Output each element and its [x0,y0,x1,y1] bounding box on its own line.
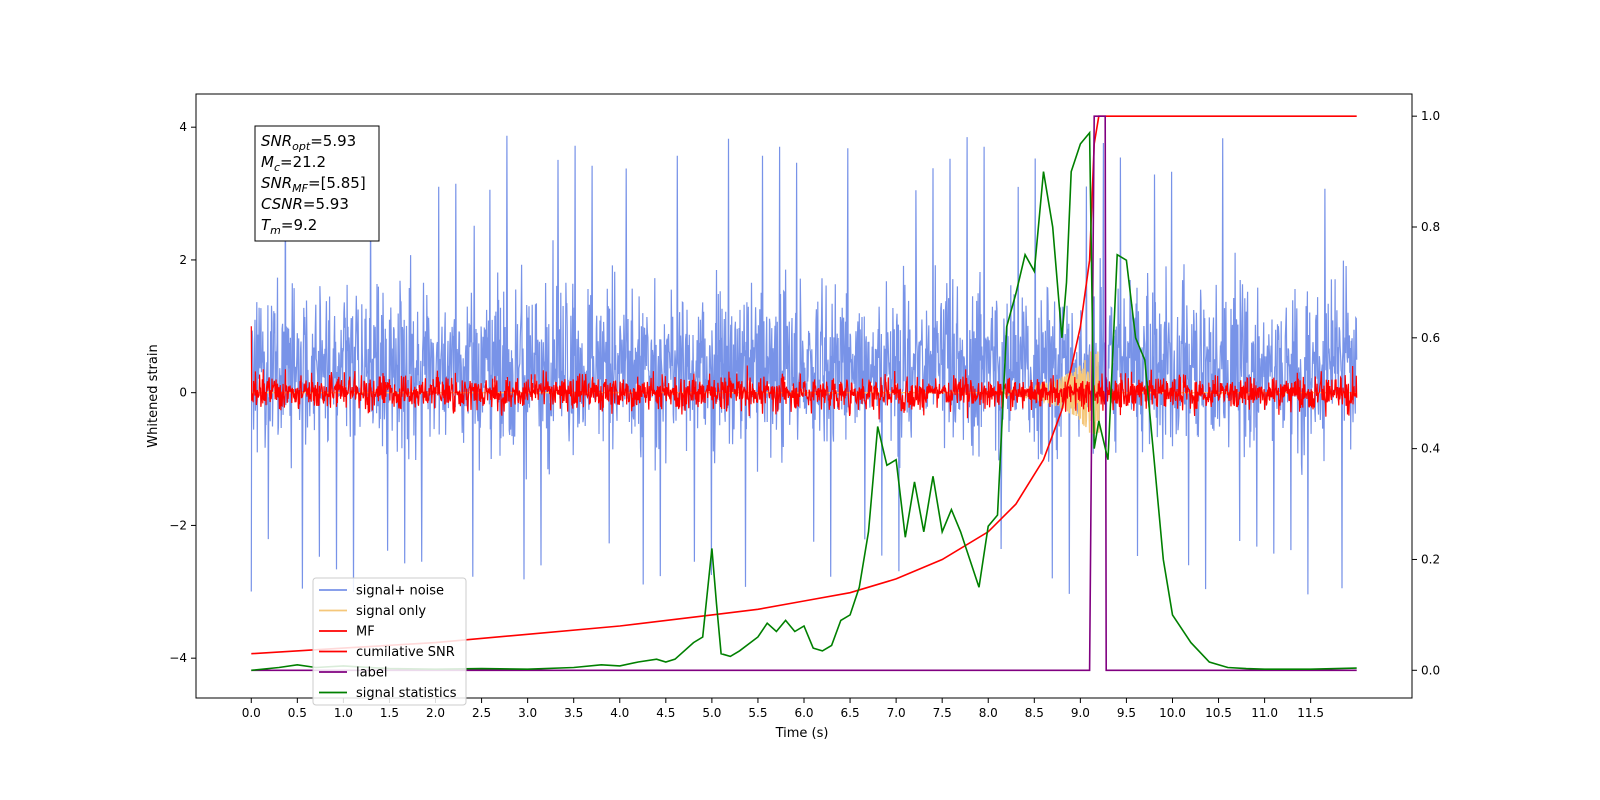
y2-tick-label: 0.4 [1421,442,1440,456]
series-signal-noise-line [250,135,1358,595]
x-tick-label: 11.0 [1251,706,1278,720]
y-tick-label: 4 [179,120,187,134]
x-tick-label: 2.5 [472,706,491,720]
series-label-line [251,115,1357,672]
x-tick-label: 3.5 [564,706,583,720]
y2-tick-label: 0.2 [1421,552,1440,566]
x-tick-label: 9.5 [1117,706,1136,720]
x-tick-label: 1.5 [380,706,399,720]
x-tick-label: 8.5 [1025,706,1044,720]
y2-tick-label: 1.0 [1421,109,1440,123]
x-tick-label: 7.5 [933,706,952,720]
x-tick-label: 1.0 [334,706,353,720]
x-tick-label: 10.5 [1205,706,1232,720]
info-box-line: Tm=9.2 [261,216,317,237]
info-box-line: CSNR=5.93 [261,195,349,213]
x-tick-label: 4.5 [656,706,675,720]
y2-tick-label: 0.0 [1421,663,1440,677]
info-box-line: Mc=21.2 [261,153,326,174]
x-tick-label: 5.5 [748,706,767,720]
x-tick-label: 0.5 [288,706,307,720]
x-tick-label: 3.0 [518,706,537,720]
y-tick-label: 2 [179,253,187,267]
legend-label-cumilative-snr: cumilative SNR [356,645,455,660]
x-axis: 0.0 0.5 1.0 1.5 2.0 2.5 3.0 3.5 4.0 4.5 5.0 5.5 6.0 6… [242,698,1324,720]
y-axis-right: 0.0 0.2 0.4 0.6 0.8 1.0 [1412,109,1440,677]
info-box-frame [254,125,380,242]
x-tick-label: 0.0 [242,706,261,720]
legend: signal+ noise signal only MF cumilative SNR… [312,577,467,706]
x-tick-label: 7.0 [887,706,906,720]
x-axis-label: Time (s) [775,726,829,741]
series-signal-statistics-line [251,130,1357,672]
x-tick-label: 2.0 [426,706,445,720]
y2-tick-label: 0.8 [1421,220,1440,234]
y-tick-label: −2 [169,518,187,532]
y-tick-label: 0 [179,386,187,400]
x-tick-label: 6.5 [841,706,860,720]
x-tick-label: 5.0 [702,706,721,720]
x-tick-label: 10.0 [1159,706,1186,720]
legend-frame [312,577,467,706]
info-box-line: SNRopt=5.93 [261,132,356,153]
y2-tick-label: 0.6 [1421,331,1440,345]
legend-label-signal-only: signal only [356,604,426,619]
info-box-line: SNRMF=[5.85] [261,174,366,195]
legend-label-label: label [356,666,387,681]
series-cumilative-snr-line [251,115,1357,655]
y-axis-label: Whitened strain [146,344,161,447]
x-tick-label: 9.0 [1071,706,1090,720]
plot-lines [250,115,1358,672]
y-axis-left: −4 −2 0 2 4 [169,120,196,665]
x-tick-label: 11.5 [1297,706,1324,720]
x-tick-label: 8.0 [979,706,998,720]
y-tick-label: −4 [169,651,187,665]
x-tick-label: 4.0 [610,706,629,720]
x-tick-label: 6.0 [794,706,813,720]
series-mf-line [250,326,1358,420]
legend-label-mf: MF [356,625,375,640]
legend-label-signal-statistics: signal statistics [356,686,457,701]
legend-label-signal-noise: signal+ noise [356,584,444,599]
